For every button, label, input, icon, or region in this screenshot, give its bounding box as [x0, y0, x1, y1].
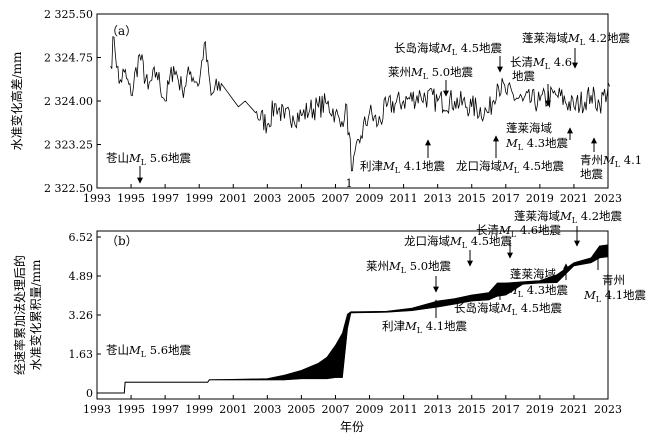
panel-a-x-tick-label: 1999: [185, 192, 213, 205]
panel-a-label: （a）: [106, 24, 137, 38]
panel-a-annotation-cangshan: 苍山ML 5.6地震: [106, 151, 192, 167]
panel-a-x-tick-label: 1993: [83, 192, 111, 205]
panel-b-x-tick-label: 2003: [253, 403, 281, 416]
panel-a-marker-label: 1: [346, 177, 353, 190]
panel-a-annotation-penglai43-line2: ML 4.3地震: [505, 136, 569, 152]
panel-b-lower-line: [97, 256, 609, 394]
panel-b-y-tick-label: 3.26: [69, 309, 94, 322]
panel-a-annotation-qingzhou-line2: 地震: [580, 167, 603, 181]
panel-a-x-tick-label: 2021: [560, 192, 588, 205]
panel-a-annotation-penglai42: 蓬莱海域ML 4.2地震: [522, 31, 631, 47]
panel-a-x-tick-label: 2009: [356, 192, 384, 205]
panel-a-x-tick-label: 2003: [253, 192, 281, 205]
panel-b-annotation-penglai42: 蓬莱海域ML 4.2地震: [514, 209, 623, 225]
panel-b: （b） 经速率累加法处理后的 水准变化累积量/mm 年份 0 1.63 3.26 4.…: [12, 209, 647, 434]
panel-b-x-ticks: 1993 1995 1997 1999 2001 2003 2005 2007 2009 2011…: [83, 395, 622, 416]
panel-b-x-tick-label: 2013: [424, 403, 452, 416]
panel-b-x-axis-title: 年份: [340, 420, 364, 434]
panel-a: （a） 水准变化高差/mm 2 325.502 324.752 324.002 …: [9, 8, 642, 205]
panel-b-x-tick-label: 2007: [321, 403, 349, 416]
panel-b-x-tick-label: 2019: [526, 403, 554, 416]
panel-b-annotation-changdao: 长岛海域ML 4.5地震: [454, 301, 563, 317]
panel-b-annotation-qingzhou-line2: ML 4.1地震: [583, 288, 647, 304]
panel-b-x-tick-label: 2023: [594, 403, 622, 416]
panel-a-annotation-longkou: 龙口海域ML 4.5地震: [456, 159, 565, 175]
panel-a-annotation-changdao: 长岛海域ML 4.5地震: [394, 41, 503, 57]
panel-a-x-tick-label: 1997: [151, 192, 179, 205]
panel-b-x-tick-label: 2011: [390, 403, 418, 416]
panel-a-x-tick-label: 2017: [492, 192, 520, 205]
panel-a-x-tick-label: 2013: [424, 192, 452, 205]
panel-a-y-tick-label: 2 322.50: [44, 182, 93, 195]
panel-b-x-tick-label: 2021: [560, 403, 588, 416]
panel-b-annotation-qingzhou: 青州: [602, 273, 625, 287]
panel-a-annotation-laizhou: 莱州ML 5.0地震: [388, 65, 474, 81]
panel-b-label: （b）: [106, 234, 138, 248]
panel-a-x-tick-label: 2019: [526, 192, 554, 205]
panel-a-line-series: [110, 35, 611, 172]
panel-b-frame: [96, 230, 609, 400]
panel-b-x-tick-label: 2015: [458, 403, 486, 416]
panel-b-series: [97, 244, 609, 394]
panel-a-annotation-lijin: 利津ML 4.1地震: [360, 159, 446, 175]
panel-b-y-ticks: 0 1.63 3.26 4.89 6.52: [69, 231, 101, 400]
panel-a-series: [110, 35, 611, 172]
panel-b-y-tick-label: 0: [86, 387, 93, 400]
panel-a-annotation-penglai43: 蓬莱海域: [506, 121, 552, 135]
panel-b-annotation-penglai43: 蓬莱海域: [510, 267, 556, 281]
panel-a-y-ticks: 2 325.50 2 324.75 2 324.00 2 323.25 2 322.50: [44, 8, 101, 195]
panel-a-annotation-changqing: 长清ML 4.6: [510, 55, 572, 71]
panel-a-x-tick-label: 2011: [390, 192, 418, 205]
panel-b-x-tick-label: 1995: [117, 403, 145, 416]
panel-b-x-tick-label: 1999: [185, 403, 213, 416]
panel-a-y-tick-label: 2 323.25: [44, 139, 93, 152]
panel-b-annotation-laizhou: 莱州ML 5.0地震: [366, 259, 452, 275]
panel-a-x-tick-label: 2023: [594, 192, 622, 205]
panel-a-annotation-changqing-line2: 地震: [512, 69, 535, 83]
panel-b-annotation-cangshan: 苍山ML 5.6地震: [106, 343, 192, 359]
panel-a-annotation-qingzhou: 青州ML 4.1: [580, 153, 642, 169]
panel-b-y-tick-label: 6.52: [69, 231, 94, 244]
panel-a-y-tick-label: 2 324.75: [44, 52, 93, 65]
panel-a-y-tick-label: 2 325.50: [44, 8, 93, 21]
panel-b-y-tick-label: 4.89: [69, 270, 94, 283]
panel-b-annotation-penglai43-line2: ML 4.3地震: [505, 283, 569, 299]
panel-b-annotation-longkou: 龙口海域ML 4.5地震: [404, 234, 513, 250]
panel-b-x-tick-label: 1993: [83, 403, 111, 416]
panel-b-annotation-changqing: 长清ML 4.6地震: [476, 223, 562, 239]
panel-b-annotation-lijin: 利津ML 4.1地震: [382, 319, 468, 335]
panel-a-y-axis-title: 水准变化高差/mm: [9, 51, 24, 150]
panel-b-y-axis-title-line2: 水准变化累积量/mm: [28, 259, 43, 370]
panel-b-x-tick-label: 2017: [492, 403, 520, 416]
panel-a-x-tick-label: 2005: [287, 192, 315, 205]
panel-b-x-tick-label: 2005: [287, 403, 315, 416]
panel-b-x-tick-label: 2009: [356, 403, 384, 416]
panel-b-y-axis-title-line1: 经速率累加法处理后的: [12, 255, 27, 375]
panel-a-y-tick-label: 2 324.00: [44, 95, 93, 108]
panel-a-x-tick-label: 2001: [219, 192, 247, 205]
panel-a-x-tick-label: 1995: [117, 192, 145, 205]
panel-a-x-ticks: 1993 1995 1997 1999 2001 2003 2005 2007 2009 2011…: [83, 184, 622, 205]
panel-a-x-tick-label: 2007: [321, 192, 349, 205]
panel-b-x-tick-label: 2001: [219, 403, 247, 416]
panel-a-x-tick-label: 2015: [458, 192, 486, 205]
panel-b-y-tick-label: 1.63: [69, 348, 94, 361]
panel-b-x-tick-label: 1997: [151, 403, 179, 416]
